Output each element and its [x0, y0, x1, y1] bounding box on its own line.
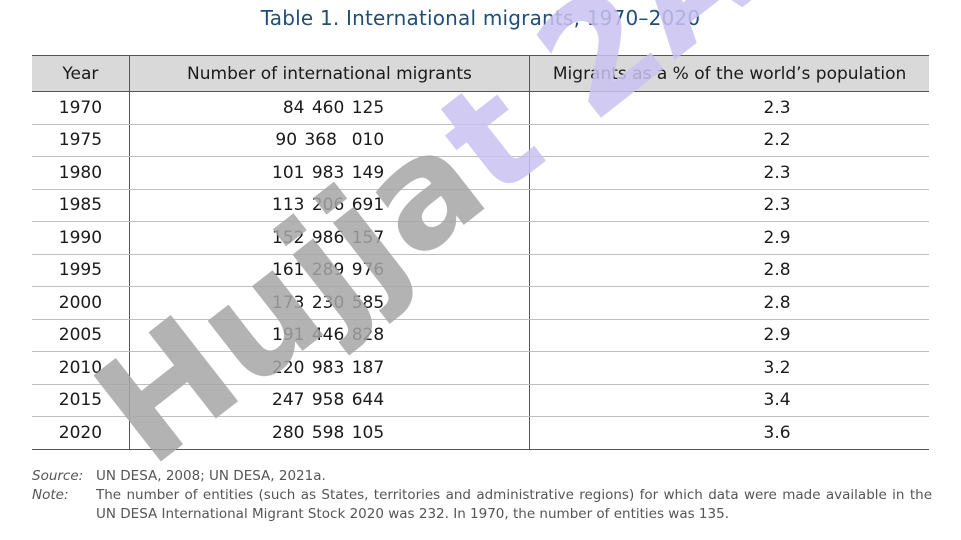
cell-migrants-percent: 2.9	[529, 319, 929, 352]
cell-migrants-percent: 2.3	[529, 189, 929, 222]
source-label: Source:	[32, 468, 84, 484]
table-row: 2010 220 983 187 3.2	[32, 351, 929, 385]
cell-migrants-percent: 2.9	[529, 221, 929, 255]
cell-year: 2000	[32, 286, 130, 320]
note-row: Note: The number of entities (such as St…	[32, 486, 932, 524]
cell-migrants-percent: 3.6	[529, 416, 929, 450]
cell-year: 1995	[32, 254, 130, 287]
table-row: 1975 90 368 010 2.2	[32, 124, 929, 157]
table-row: 2000 173 230 585 2.8	[32, 286, 929, 320]
table-row: 1990 152 986 157 2.9	[32, 221, 929, 255]
header-year: Year	[32, 55, 130, 92]
table-notes: Source: UN DESA, 2008; UN DESA, 2021a. N…	[32, 467, 932, 524]
cell-migrants-percent: 2.8	[529, 286, 929, 320]
cell-year: 1980	[32, 156, 130, 190]
header-migrants-percent: Migrants as a % of the world’s populatio…	[529, 55, 929, 92]
migrants-table: Year Number of international migrants Mi…	[32, 55, 929, 450]
cell-year: 2020	[32, 416, 130, 450]
cell-year: 2005	[32, 319, 130, 352]
source-row: Source: UN DESA, 2008; UN DESA, 2021a.	[32, 467, 932, 486]
cell-migrants-count: 90 368 010	[129, 124, 531, 157]
table-row: 1970 84 460 125 2.3	[32, 91, 929, 125]
table-row: 2020 280 598 105 3.6	[32, 416, 929, 450]
source-text: UN DESA, 2008; UN DESA, 2021a.	[96, 468, 326, 484]
cell-year: 1990	[32, 221, 130, 255]
table-row: 1995 161 289 976 2.8	[32, 254, 929, 287]
note-text: The number of entities (such as States, …	[96, 487, 932, 522]
table-row: 2015 247 958 644 3.4	[32, 384, 929, 417]
cell-migrants-count: 280 598 105	[129, 416, 531, 450]
cell-migrants-count: 191 446 828	[129, 319, 531, 352]
cell-year: 2015	[32, 384, 130, 417]
cell-year: 2010	[32, 351, 130, 385]
cell-migrants-percent: 2.3	[529, 156, 929, 190]
table-row: 2005 191 446 828 2.9	[32, 319, 929, 352]
table-row: 1985 113 206 691 2.3	[32, 189, 929, 222]
cell-migrants-percent: 2.8	[529, 254, 929, 287]
table-title: Table 1. International migrants, 1970–20…	[260, 6, 701, 30]
cell-year: 1975	[32, 124, 130, 157]
table-header-row: Year Number of international migrants Mi…	[32, 55, 929, 92]
cell-migrants-count: 220 983 187	[129, 351, 531, 385]
cell-migrants-count: 84 460 125	[129, 91, 531, 125]
cell-year: 1970	[32, 91, 130, 125]
header-migrants-count: Number of international migrants	[129, 55, 531, 92]
cell-migrants-count: 161 289 976	[129, 254, 531, 287]
cell-migrants-count: 173 230 585	[129, 286, 531, 320]
cell-migrants-percent: 2.3	[529, 91, 929, 125]
cell-migrants-percent: 3.2	[529, 351, 929, 385]
cell-migrants-count: 101 983 149	[129, 156, 531, 190]
cell-migrants-count: 113 206 691	[129, 189, 531, 222]
cell-migrants-count: 247 958 644	[129, 384, 531, 417]
table-row: 1980 101 983 149 2.3	[32, 156, 929, 190]
note-label: Note:	[32, 487, 69, 503]
cell-migrants-percent: 3.4	[529, 384, 929, 417]
cell-migrants-count: 152 986 157	[129, 221, 531, 255]
cell-migrants-percent: 2.2	[529, 124, 929, 157]
cell-year: 1985	[32, 189, 130, 222]
